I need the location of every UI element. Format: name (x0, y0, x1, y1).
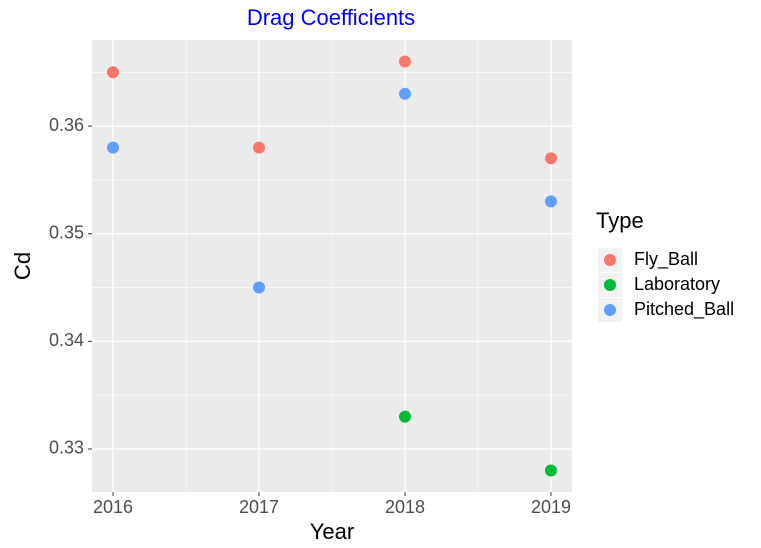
legend-marker (604, 304, 616, 316)
legend-marker (604, 279, 616, 291)
point (253, 141, 266, 154)
legend-label: Fly_Ball (634, 249, 698, 270)
point (107, 141, 120, 154)
legend-title: Type (596, 208, 644, 233)
x-tick-label: 2018 (385, 497, 425, 517)
point (398, 87, 411, 100)
point (398, 410, 411, 423)
legend-marker (604, 254, 616, 266)
x-axis-label: Year (310, 519, 354, 544)
point (544, 195, 557, 208)
x-tick-label: 2017 (239, 497, 279, 517)
legend-label: Pitched_Ball (634, 299, 734, 320)
y-tick-label: 0.35 (49, 222, 84, 242)
legend-label: Laboratory (634, 274, 720, 294)
y-tick-label: 0.34 (49, 330, 84, 350)
point (544, 152, 557, 165)
chart-title: Drag Coefficients (247, 5, 415, 30)
y-tick-label: 0.33 (49, 438, 84, 458)
point (544, 464, 557, 477)
x-tick-label: 2016 (93, 497, 133, 517)
point (107, 66, 120, 79)
y-axis-label: Cd (10, 252, 35, 280)
point (398, 55, 411, 68)
x-tick-label: 2019 (531, 497, 571, 517)
point (253, 281, 266, 294)
y-tick-label: 0.36 (49, 115, 84, 135)
